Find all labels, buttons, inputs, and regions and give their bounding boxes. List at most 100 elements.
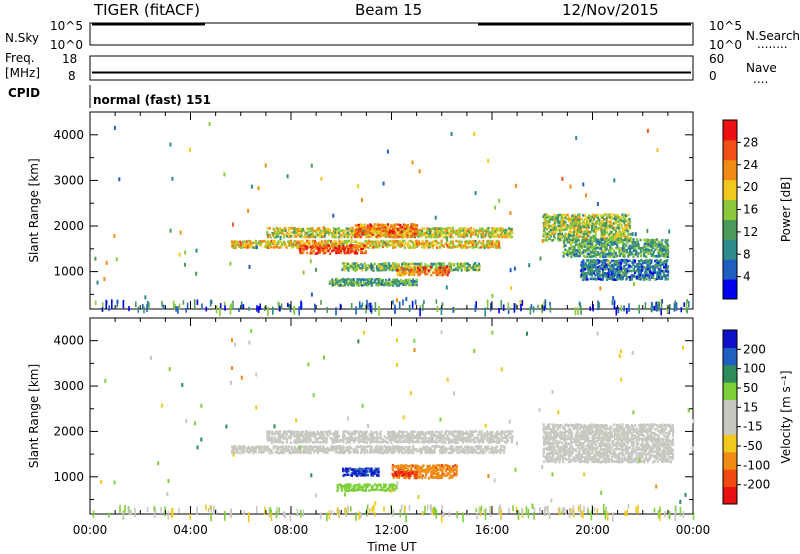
echo-cell [414,282,417,286]
echo-cell [336,438,339,441]
echo-cell [282,441,285,444]
echo-cell [455,448,458,452]
echo-cell [455,466,458,470]
echo-cell [437,266,440,269]
echo-cell [594,268,597,271]
echo-cell [316,247,319,250]
echo-cell [331,432,334,436]
echo-cell [351,471,354,475]
echo-cell [614,251,617,255]
echo-cell [549,234,553,238]
echo-cell [350,280,354,284]
echo-cell [586,278,589,281]
echo-cell [476,235,480,238]
echo-cell [333,280,336,283]
echo-cell [625,273,628,276]
echo-cell [626,230,630,233]
echo-cell [360,250,363,253]
echo-cell [603,268,606,271]
echo-cell [317,446,320,449]
echo-cell [291,432,294,436]
echo-cell [426,440,429,443]
echo-cell [349,447,352,450]
echo-cell [293,243,297,247]
echo-cell [625,226,628,230]
echo-cell [431,232,434,236]
echo-cell [602,251,605,254]
echo-cell [328,245,331,249]
echo-cell [402,233,405,236]
echo-cell [295,449,298,452]
echo-cell [292,430,296,434]
echo-cell [417,470,420,473]
echo-cell [374,302,377,312]
echo-cell [639,272,643,275]
echo-cell [555,214,559,217]
echo-cell [411,229,414,232]
echo-cell [619,233,622,236]
echo-cell [597,246,600,249]
echo-cell [437,472,440,475]
echo-cell [551,456,554,459]
echo-cell [496,436,499,439]
echo-cell [372,269,375,272]
echo-cell [343,235,346,238]
echo-cell [431,244,435,247]
echo-cell [411,233,415,236]
echo-cell [401,430,404,434]
echo-cell [571,226,574,230]
echo-cell [602,252,605,256]
echo-cell [617,307,620,314]
echo-cell [652,270,655,273]
echo-cell [556,445,559,449]
echo-cell [498,233,501,236]
echo-cell [597,242,600,245]
echo-cell [369,445,372,448]
echo-cell [660,277,664,280]
echo-cell [457,232,460,236]
echo-cell [549,215,552,219]
echo-cell [446,430,449,433]
echo-cell [295,430,298,434]
echo-cell [304,241,307,245]
echo-cell [598,247,601,250]
echo-cell [395,440,398,443]
echo-cell [415,230,418,233]
echo-cell [618,277,621,280]
echo-cell [355,488,359,492]
echo-cell [436,305,439,313]
echo-cell [621,253,625,256]
echo-cell [619,275,623,279]
echo-cell [350,235,353,239]
echo-cell [662,246,665,250]
echo-cell [333,434,336,437]
echo-cell [589,242,593,245]
echo-cell [463,265,466,268]
echo-cell [349,488,352,492]
echo-cell [562,219,565,223]
echo-cell [616,234,619,238]
echo-cell [478,430,481,434]
echo-cell [395,223,398,227]
echo-cell [364,235,367,239]
echo-cell [483,450,486,454]
echo-cell [319,445,322,448]
echo-cell [350,250,353,253]
echo-region [396,265,451,277]
echo-cell [379,224,382,227]
echo-cell [562,228,565,232]
echo-cell [361,470,364,473]
echo-cell [565,233,568,236]
echo-cell [544,434,547,437]
echo-cell [549,301,551,306]
echo-cell [229,261,232,266]
echo-cell [575,224,578,227]
echo-cell [596,220,599,223]
echo-cell [401,434,404,437]
echo-cell [494,445,497,449]
echo-cell [547,436,550,440]
echo-cell [282,227,285,231]
echo-cell [430,434,433,437]
echo-cell [552,454,555,458]
echo-cell [607,224,611,227]
